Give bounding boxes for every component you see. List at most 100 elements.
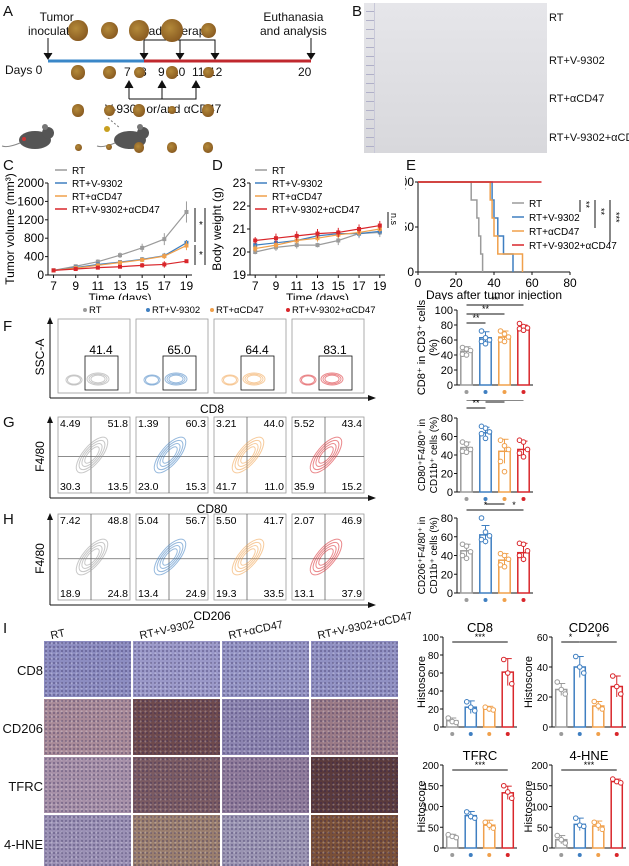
ihc-image — [44, 699, 131, 755]
legend-label: RT+V-9302+αCD47 — [292, 305, 375, 316]
y-axis-title: F4/80 — [33, 543, 47, 574]
panel-label-f: F — [3, 318, 13, 335]
panel-label-h: H — [3, 511, 14, 528]
category-marker — [468, 732, 473, 736]
tumor-specimen — [167, 142, 177, 153]
contour-ring — [78, 541, 106, 573]
day-tick: 20 — [298, 65, 312, 79]
data-point — [558, 686, 565, 693]
data-point — [520, 541, 527, 548]
data-point — [572, 815, 579, 821]
tumor-specimen — [71, 65, 85, 80]
data-point — [118, 260, 122, 265]
data-point — [294, 243, 299, 248]
flow-plot-frame — [57, 513, 131, 601]
quadrant-ul: 5.50 — [216, 515, 237, 527]
gate-percentage: 41.4 — [89, 343, 113, 357]
data-point — [490, 825, 497, 831]
flow-plot-frame — [213, 513, 287, 601]
data-point — [162, 237, 167, 242]
quadrant-ul: 4.49 — [60, 418, 81, 430]
category-marker — [450, 732, 455, 736]
data-point — [520, 327, 527, 334]
quadrant-ur: 48.8 — [108, 515, 129, 527]
contour-ring — [324, 374, 340, 384]
x-tick-label: 19 — [373, 279, 387, 293]
tumor-row-label: RT+αCD47 — [549, 93, 605, 105]
panel-label-a: A — [3, 3, 14, 20]
quadrant-lr: 33.5 — [264, 588, 285, 600]
y-tick-label: 60 — [441, 432, 453, 444]
data-point — [118, 264, 122, 269]
ihc-image — [133, 641, 220, 697]
y-tick-label: 800 — [24, 231, 44, 245]
data-point — [162, 254, 167, 259]
data-point — [253, 238, 258, 243]
category-marker — [487, 732, 492, 736]
y-tick-label: 100 — [531, 803, 548, 814]
bar — [517, 327, 530, 386]
data-point — [486, 533, 493, 539]
data-point — [591, 698, 598, 705]
data-point — [505, 446, 512, 453]
sig-label: ** — [472, 313, 480, 323]
data-point — [453, 834, 460, 841]
data-point — [508, 795, 515, 802]
contour-ring — [84, 548, 100, 566]
data-point — [315, 243, 320, 248]
data-point — [580, 823, 587, 830]
data-point — [95, 263, 100, 268]
x-axis-title: Time (days) — [286, 291, 349, 300]
contour-ring — [156, 439, 184, 471]
data-point — [184, 243, 189, 248]
y-axis-title: Tumor volume (mm³) — [3, 173, 17, 285]
bar — [501, 792, 515, 849]
ihc-image — [44, 757, 131, 813]
data-point — [613, 683, 620, 690]
euthanasia-line1: Euthanasia — [263, 10, 324, 24]
category-marker — [483, 497, 488, 501]
y-tick-label: 50 — [405, 220, 414, 234]
y-tick-label: 22 — [233, 199, 247, 213]
panel-label-b: B — [352, 3, 363, 20]
y-tick-label: 23 — [233, 176, 247, 190]
legend-dot — [210, 308, 214, 312]
contour-ring — [66, 375, 82, 385]
ihc-column-label: RT+αCD47 — [227, 618, 285, 642]
contour-ring — [300, 375, 316, 385]
panel-label-d: D — [212, 157, 223, 174]
data-point — [471, 708, 478, 714]
quadrant-ur: 44.0 — [264, 418, 285, 430]
data-point — [471, 815, 478, 821]
data-point — [486, 337, 493, 343]
ihc-image — [133, 815, 220, 866]
data-point — [463, 352, 470, 358]
sig-label: *** — [475, 760, 486, 770]
contour-ring — [162, 548, 178, 566]
data-point — [595, 822, 602, 828]
category-marker — [483, 598, 488, 602]
legend-label: RT+αCD47 — [72, 192, 123, 203]
data-point — [486, 822, 493, 828]
quadrant-ul: 5.52 — [294, 418, 315, 430]
y-axis-title: (%) — [428, 339, 440, 356]
contour-ring — [299, 374, 317, 386]
data-point — [336, 230, 341, 235]
sig-label: * — [512, 500, 516, 510]
data-point — [377, 223, 382, 228]
sig-label: * — [493, 400, 497, 402]
contour-ring — [234, 541, 262, 573]
data-point — [336, 238, 341, 243]
ihc-image — [222, 641, 309, 697]
legend-label: RT — [72, 166, 85, 177]
y-tick-label: 2000 — [17, 176, 44, 190]
legend-dot — [146, 308, 150, 312]
data-point — [445, 715, 452, 721]
data-point — [554, 832, 561, 839]
category-marker — [464, 497, 469, 501]
gate-percentage: 64.4 — [245, 343, 269, 357]
legend-label: RT+V-9302 — [152, 305, 200, 316]
contour-ring — [221, 374, 239, 386]
data-point — [520, 556, 527, 563]
contour-ring — [322, 373, 342, 385]
